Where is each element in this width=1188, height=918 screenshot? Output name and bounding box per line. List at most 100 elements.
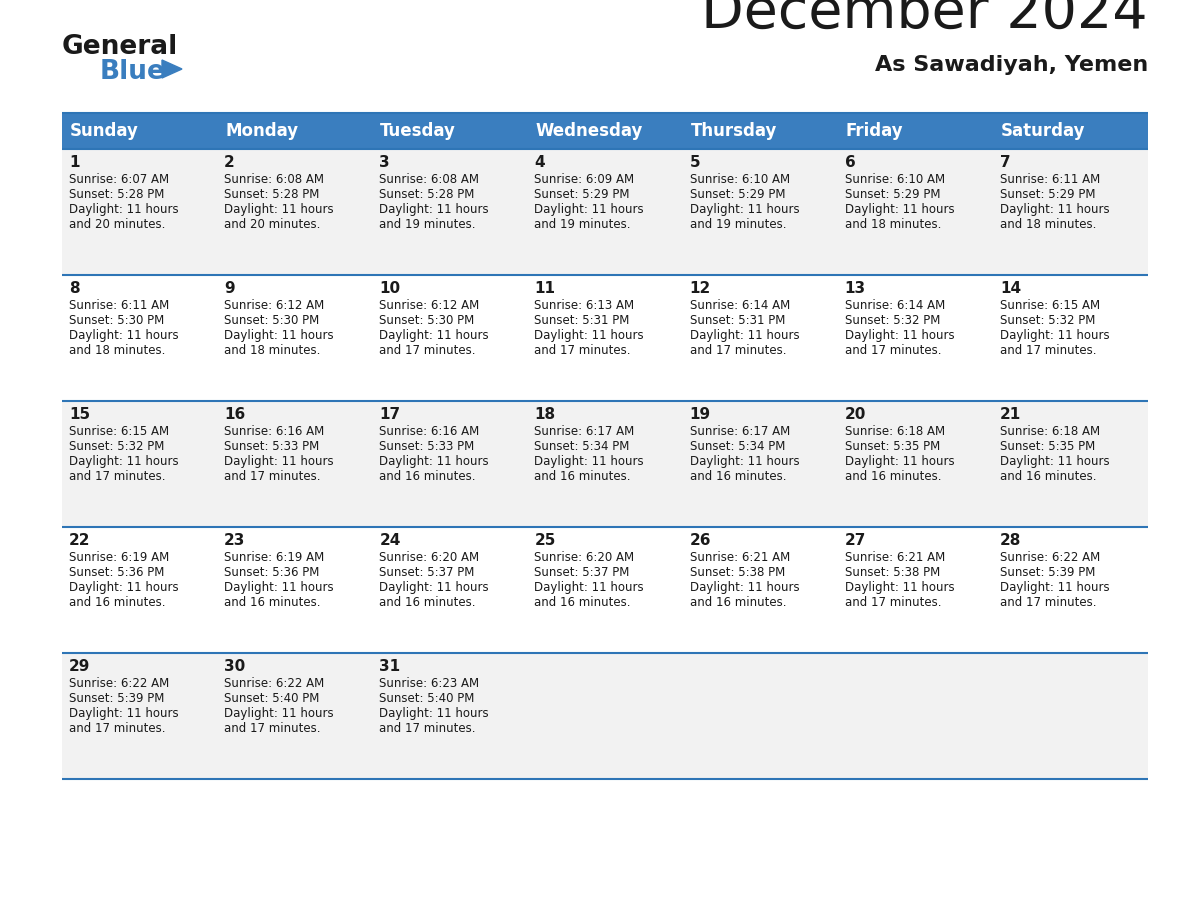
Text: Sunrise: 6:19 AM: Sunrise: 6:19 AM — [225, 551, 324, 564]
Text: Sunset: 5:38 PM: Sunset: 5:38 PM — [845, 566, 940, 579]
Text: 18: 18 — [535, 407, 556, 422]
Text: Sunset: 5:36 PM: Sunset: 5:36 PM — [225, 566, 320, 579]
Text: Daylight: 11 hours: Daylight: 11 hours — [225, 329, 334, 342]
Text: Sunset: 5:33 PM: Sunset: 5:33 PM — [379, 440, 474, 453]
Text: Sunrise: 6:20 AM: Sunrise: 6:20 AM — [379, 551, 480, 564]
Text: Sunrise: 6:07 AM: Sunrise: 6:07 AM — [69, 173, 169, 186]
Text: Sunrise: 6:19 AM: Sunrise: 6:19 AM — [69, 551, 169, 564]
Text: Daylight: 11 hours: Daylight: 11 hours — [845, 455, 954, 468]
Text: and 17 minutes.: and 17 minutes. — [535, 344, 631, 357]
Text: Wednesday: Wednesday — [536, 122, 643, 140]
Bar — [62, 149, 1148, 275]
Text: and 16 minutes.: and 16 minutes. — [689, 596, 786, 609]
Text: and 16 minutes.: and 16 minutes. — [535, 470, 631, 483]
Text: 16: 16 — [225, 407, 246, 422]
Text: Sunrise: 6:18 AM: Sunrise: 6:18 AM — [1000, 425, 1100, 438]
Text: Daylight: 11 hours: Daylight: 11 hours — [225, 455, 334, 468]
Text: Daylight: 11 hours: Daylight: 11 hours — [225, 203, 334, 216]
Text: Sunset: 5:37 PM: Sunset: 5:37 PM — [535, 566, 630, 579]
Text: Sunrise: 6:14 AM: Sunrise: 6:14 AM — [689, 299, 790, 312]
Text: 23: 23 — [225, 533, 246, 548]
Text: Daylight: 11 hours: Daylight: 11 hours — [69, 707, 178, 720]
Text: 25: 25 — [535, 533, 556, 548]
Bar — [62, 275, 1148, 401]
Text: Saturday: Saturday — [1000, 122, 1086, 140]
Text: 1: 1 — [69, 155, 80, 170]
Text: Sunset: 5:31 PM: Sunset: 5:31 PM — [535, 314, 630, 327]
Text: Tuesday: Tuesday — [380, 122, 456, 140]
Text: 4: 4 — [535, 155, 545, 170]
Text: and 20 minutes.: and 20 minutes. — [69, 218, 165, 231]
Text: 28: 28 — [1000, 533, 1022, 548]
Text: and 17 minutes.: and 17 minutes. — [689, 344, 786, 357]
Text: and 17 minutes.: and 17 minutes. — [225, 470, 321, 483]
Text: Sunset: 5:39 PM: Sunset: 5:39 PM — [69, 692, 164, 705]
Text: Sunrise: 6:17 AM: Sunrise: 6:17 AM — [535, 425, 634, 438]
Text: Sunset: 5:30 PM: Sunset: 5:30 PM — [225, 314, 320, 327]
Text: Monday: Monday — [226, 122, 298, 140]
Text: Sunrise: 6:12 AM: Sunrise: 6:12 AM — [379, 299, 480, 312]
Text: Sunset: 5:37 PM: Sunset: 5:37 PM — [379, 566, 475, 579]
Text: Daylight: 11 hours: Daylight: 11 hours — [379, 707, 489, 720]
Text: Daylight: 11 hours: Daylight: 11 hours — [689, 329, 800, 342]
Text: 14: 14 — [1000, 281, 1020, 296]
Text: and 18 minutes.: and 18 minutes. — [69, 344, 165, 357]
Text: and 16 minutes.: and 16 minutes. — [845, 470, 941, 483]
Text: Sunrise: 6:22 AM: Sunrise: 6:22 AM — [1000, 551, 1100, 564]
Bar — [993, 113, 1148, 149]
Text: Sunrise: 6:20 AM: Sunrise: 6:20 AM — [535, 551, 634, 564]
Text: Sunrise: 6:15 AM: Sunrise: 6:15 AM — [69, 425, 169, 438]
Text: Sunrise: 6:11 AM: Sunrise: 6:11 AM — [69, 299, 169, 312]
Text: Sunset: 5:28 PM: Sunset: 5:28 PM — [379, 188, 475, 201]
Text: Daylight: 11 hours: Daylight: 11 hours — [69, 581, 178, 594]
Bar — [62, 113, 1148, 779]
Text: Daylight: 11 hours: Daylight: 11 hours — [69, 329, 178, 342]
Text: Daylight: 11 hours: Daylight: 11 hours — [225, 581, 334, 594]
Bar — [527, 113, 683, 149]
Text: and 16 minutes.: and 16 minutes. — [379, 596, 475, 609]
Text: Sunrise: 6:21 AM: Sunrise: 6:21 AM — [689, 551, 790, 564]
Text: Daylight: 11 hours: Daylight: 11 hours — [1000, 581, 1110, 594]
Text: Daylight: 11 hours: Daylight: 11 hours — [845, 203, 954, 216]
Text: and 18 minutes.: and 18 minutes. — [845, 218, 941, 231]
Text: Sunset: 5:32 PM: Sunset: 5:32 PM — [1000, 314, 1095, 327]
Text: Daylight: 11 hours: Daylight: 11 hours — [1000, 203, 1110, 216]
Text: and 16 minutes.: and 16 minutes. — [69, 596, 165, 609]
Text: 26: 26 — [689, 533, 712, 548]
Text: Sunrise: 6:22 AM: Sunrise: 6:22 AM — [225, 677, 324, 690]
Text: 22: 22 — [69, 533, 90, 548]
Text: Sunrise: 6:11 AM: Sunrise: 6:11 AM — [1000, 173, 1100, 186]
Bar — [62, 113, 217, 149]
Bar — [683, 113, 838, 149]
Text: Daylight: 11 hours: Daylight: 11 hours — [69, 203, 178, 216]
Text: Sunset: 5:35 PM: Sunset: 5:35 PM — [1000, 440, 1095, 453]
Text: 20: 20 — [845, 407, 866, 422]
Bar — [62, 653, 1148, 779]
Text: 13: 13 — [845, 281, 866, 296]
Text: Daylight: 11 hours: Daylight: 11 hours — [1000, 329, 1110, 342]
Text: Sunset: 5:33 PM: Sunset: 5:33 PM — [225, 440, 320, 453]
Text: Sunday: Sunday — [70, 122, 139, 140]
Text: and 19 minutes.: and 19 minutes. — [379, 218, 475, 231]
Text: 29: 29 — [69, 659, 90, 674]
Text: and 17 minutes.: and 17 minutes. — [845, 344, 941, 357]
Bar — [62, 527, 1148, 653]
Text: Daylight: 11 hours: Daylight: 11 hours — [379, 329, 489, 342]
Text: 31: 31 — [379, 659, 400, 674]
Text: Daylight: 11 hours: Daylight: 11 hours — [535, 455, 644, 468]
Text: Daylight: 11 hours: Daylight: 11 hours — [535, 203, 644, 216]
Text: Sunrise: 6:09 AM: Sunrise: 6:09 AM — [535, 173, 634, 186]
Polygon shape — [162, 60, 182, 78]
Text: Sunrise: 6:18 AM: Sunrise: 6:18 AM — [845, 425, 944, 438]
Text: Sunset: 5:30 PM: Sunset: 5:30 PM — [379, 314, 474, 327]
Text: Sunset: 5:29 PM: Sunset: 5:29 PM — [689, 188, 785, 201]
Text: Daylight: 11 hours: Daylight: 11 hours — [379, 581, 489, 594]
Bar — [217, 113, 372, 149]
Text: 15: 15 — [69, 407, 90, 422]
Text: Sunrise: 6:08 AM: Sunrise: 6:08 AM — [225, 173, 324, 186]
Text: 11: 11 — [535, 281, 556, 296]
Text: 7: 7 — [1000, 155, 1011, 170]
Text: and 17 minutes.: and 17 minutes. — [69, 722, 165, 735]
Text: and 18 minutes.: and 18 minutes. — [1000, 218, 1097, 231]
Text: Sunrise: 6:15 AM: Sunrise: 6:15 AM — [1000, 299, 1100, 312]
